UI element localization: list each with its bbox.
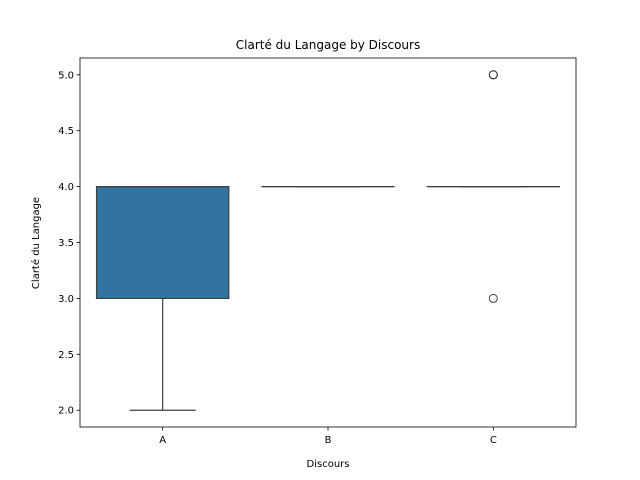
plot-area [95, 70, 561, 411]
y-tick-label: 5.0 [58, 70, 74, 81]
y-tick-label: 3.0 [58, 294, 74, 305]
y-tick-label: 4.5 [58, 126, 74, 137]
y-axis: 2.0 2.5 3.0 3.5 4.0 4.5 5.0 [58, 70, 80, 417]
x-tick-label: C [490, 435, 497, 446]
y-tick-label: 3.5 [58, 238, 74, 249]
y-axis-label: Clarté du Langage [30, 197, 42, 289]
outlier-point [488, 70, 498, 80]
x-axis: A B C [159, 427, 497, 446]
box-group-c [426, 70, 561, 303]
box-body [95, 185, 230, 300]
y-tick-label: 2.5 [58, 350, 74, 361]
x-tick-label: A [159, 435, 166, 446]
y-tick-label: 4.0 [58, 182, 74, 193]
box-group-a [95, 185, 230, 411]
x-tick-label: B [325, 435, 332, 446]
chart-title: Clarté du Langage by Discours [236, 38, 420, 52]
x-axis-label: Discours [307, 459, 350, 470]
outlier-point [488, 293, 498, 303]
y-tick-label: 2.0 [58, 406, 74, 417]
